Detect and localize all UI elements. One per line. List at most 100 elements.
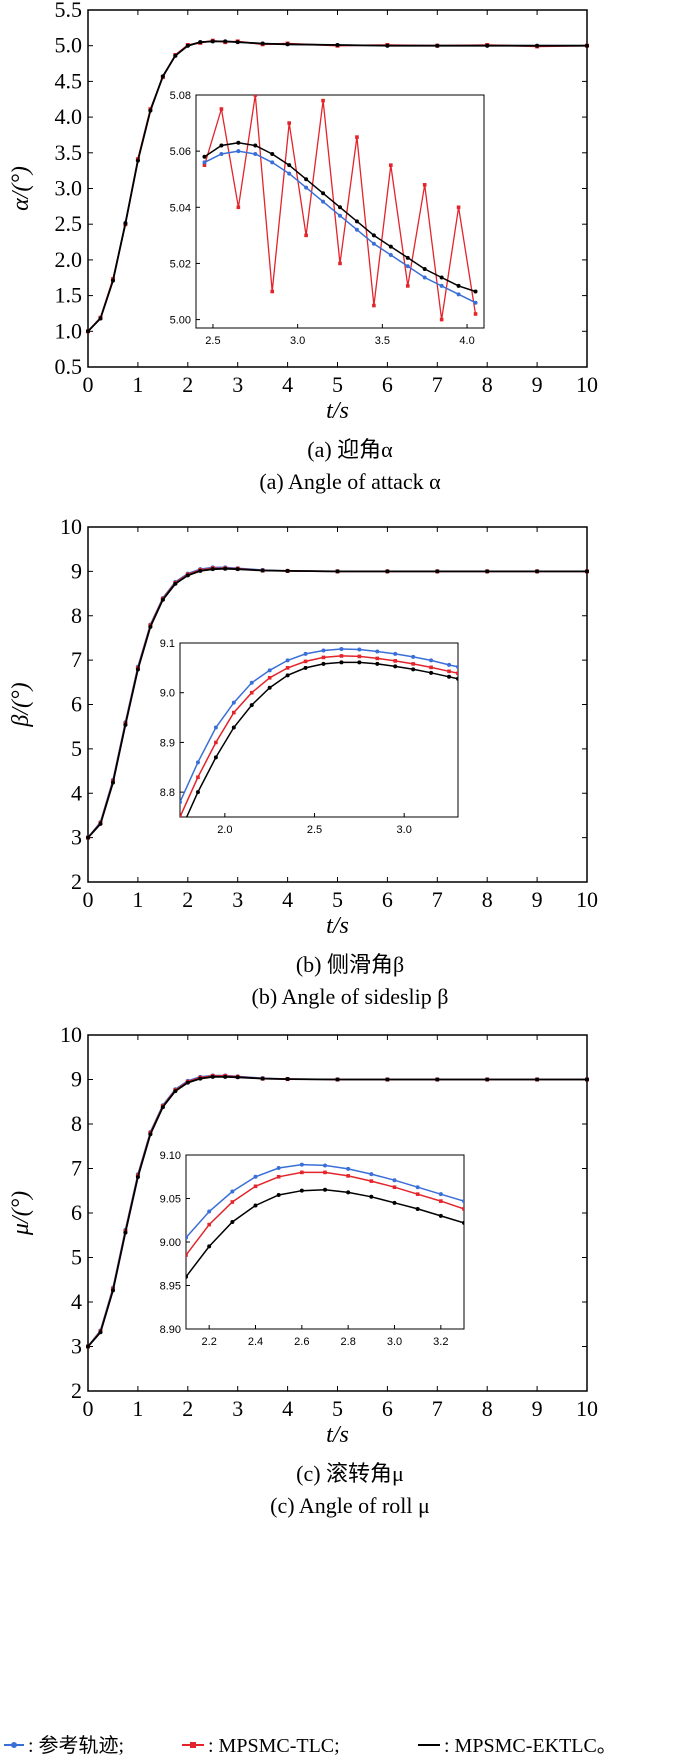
point-ektlc	[285, 1077, 290, 1082]
point-ektlc	[223, 1074, 228, 1079]
y-tick-label: 9	[71, 1067, 82, 1092]
y-tick-label: 3	[71, 825, 82, 850]
inset-point-tlc	[321, 98, 325, 103]
inset-panel: 2.5 3.0 3.5 4.0 5.00 5.02 5.04 5.06 5.08	[170, 90, 485, 347]
x-tick-label: 6	[382, 1396, 393, 1421]
inset-point-reference	[207, 1209, 212, 1214]
caption-en: (b) Angle of sideslip β	[252, 984, 449, 1009]
point-ektlc	[385, 1077, 390, 1082]
inset-point-tlc	[230, 1200, 235, 1204]
inset-point-tlc	[389, 163, 393, 167]
inset-point-tlc	[249, 690, 254, 695]
point-ektlc	[485, 1077, 490, 1082]
inset-point-reference	[287, 171, 292, 176]
y-tick-label: 5	[71, 736, 82, 761]
inset-point-reference	[202, 160, 207, 165]
x-tick-label: 1	[132, 887, 143, 912]
inset-y-tick-label: 9.05	[160, 1194, 181, 1206]
inset-point-ektlc	[231, 725, 236, 730]
inset-point-tlc	[253, 95, 258, 97]
point-ektlc	[173, 53, 178, 58]
point-ektlc	[185, 573, 190, 578]
inset-point-tlc	[270, 289, 275, 294]
chart-panel-1: 0 1 2 3 4 5 6 7 8 9 10 0.5 1.0 1.5 2.0 2.5 3.0 3.5 4.0 4.5 5…	[8, 0, 598, 494]
inset-point-ektlc	[462, 1220, 464, 1225]
point-ektlc	[198, 1076, 203, 1081]
inset-point-ektlc	[303, 665, 308, 670]
inset-point-ektlc	[371, 233, 376, 238]
inset-x-tick-label: 2.6	[294, 1336, 309, 1348]
point-ektlc	[135, 158, 140, 163]
inset-point-tlc	[473, 312, 478, 316]
inset-point-tlc	[439, 1199, 443, 1203]
caption-cn: (a) 迎角α	[307, 437, 393, 462]
inset-frame	[179, 642, 459, 818]
x-tick-label: 10	[576, 372, 598, 397]
y-tick-label: 4	[71, 780, 82, 805]
inset-point-reference	[249, 680, 254, 685]
inset-point-ektlc	[253, 143, 258, 148]
inset-point-reference	[304, 185, 309, 190]
inset-point-reference	[456, 292, 461, 297]
inset-point-reference	[439, 283, 444, 288]
point-ektlc	[285, 42, 290, 47]
chart-panel-2: 0 1 2 3 4 5 6 7 8 9 10 2 3 4 5 6 7 8 9 10 t/s β/(°) 2.0 2.5 3.0 8…	[8, 514, 598, 1009]
y-tick-label: 10	[60, 514, 82, 539]
x-tick-label: 10	[576, 1396, 598, 1421]
inset-point-tlc	[346, 1174, 350, 1178]
inset-x-tick-label: 2.4	[248, 1336, 263, 1348]
inset-point-ektlc	[230, 1219, 235, 1224]
inset-point-reference	[375, 649, 380, 654]
inset-point-tlc	[392, 1185, 397, 1189]
inset-panel: 2.2 2.4 2.6 2.8 3.0 3.2 8.90 8.95 9.00 9.05 9.10	[160, 1150, 465, 1348]
inset-point-tlc	[369, 1179, 374, 1183]
point-ektlc	[260, 1076, 265, 1081]
inset-point-tlc	[447, 669, 451, 674]
inset-point-reference	[411, 654, 416, 659]
inset-point-tlc	[196, 775, 200, 780]
y-tick-label: 2.0	[55, 247, 83, 272]
inset-point-reference	[393, 651, 398, 656]
point-ektlc	[110, 780, 115, 785]
inset-y-tick-label: 8.9	[160, 737, 175, 749]
inset-series-group	[180, 646, 458, 817]
inset-point-ektlc	[287, 163, 292, 168]
inset-y-tick-label: 9.1	[160, 638, 175, 650]
inset-point-reference	[321, 648, 326, 653]
x-tick-label: 6	[382, 887, 393, 912]
y-tick-label: 0.5	[55, 354, 83, 379]
x-tick-label: 7	[432, 372, 443, 397]
inset-point-reference	[415, 1185, 420, 1190]
inset-point-ektlc	[354, 219, 359, 224]
inset-x-tick-label: 3.0	[290, 335, 305, 347]
x-tick-label: 4	[282, 1396, 293, 1421]
x-tick-label: 8	[482, 887, 493, 912]
inset-point-reference	[438, 1192, 443, 1197]
inset-point-ektlc	[202, 154, 207, 159]
inset-point-ektlc	[304, 177, 309, 182]
caption-en: (a) Angle of attack α	[259, 469, 441, 494]
point-ektlc	[435, 43, 440, 48]
point-ektlc	[210, 567, 215, 572]
inset-point-reference	[456, 664, 458, 669]
point-ektlc	[223, 39, 228, 44]
point-ektlc	[110, 278, 115, 283]
x-tick-label: 4	[282, 372, 293, 397]
inset-point-ektlc	[415, 1206, 420, 1211]
inset-point-tlc	[422, 183, 427, 187]
point-ektlc	[285, 568, 290, 573]
y-tick-label: 6	[71, 1200, 82, 1225]
caption-en: (c) Angle of roll μ	[270, 1493, 430, 1518]
point-ektlc	[235, 1075, 240, 1080]
inset-point-ektlc	[438, 1213, 443, 1218]
y-axis-title: μ/(°)	[8, 1191, 34, 1236]
inset-point-tlc	[300, 1170, 304, 1175]
inset-point-reference	[369, 1172, 374, 1177]
inset-point-tlc	[253, 1184, 258, 1189]
inset-point-ektlc	[439, 275, 444, 280]
legend-ektlc-label: : MPSMC-EKTLC。	[444, 1735, 617, 1757]
inset-point-reference	[180, 800, 182, 805]
x-tick-label: 5	[332, 1396, 343, 1421]
inset-point-ektlc	[456, 676, 458, 681]
inset-point-tlc	[214, 740, 218, 745]
